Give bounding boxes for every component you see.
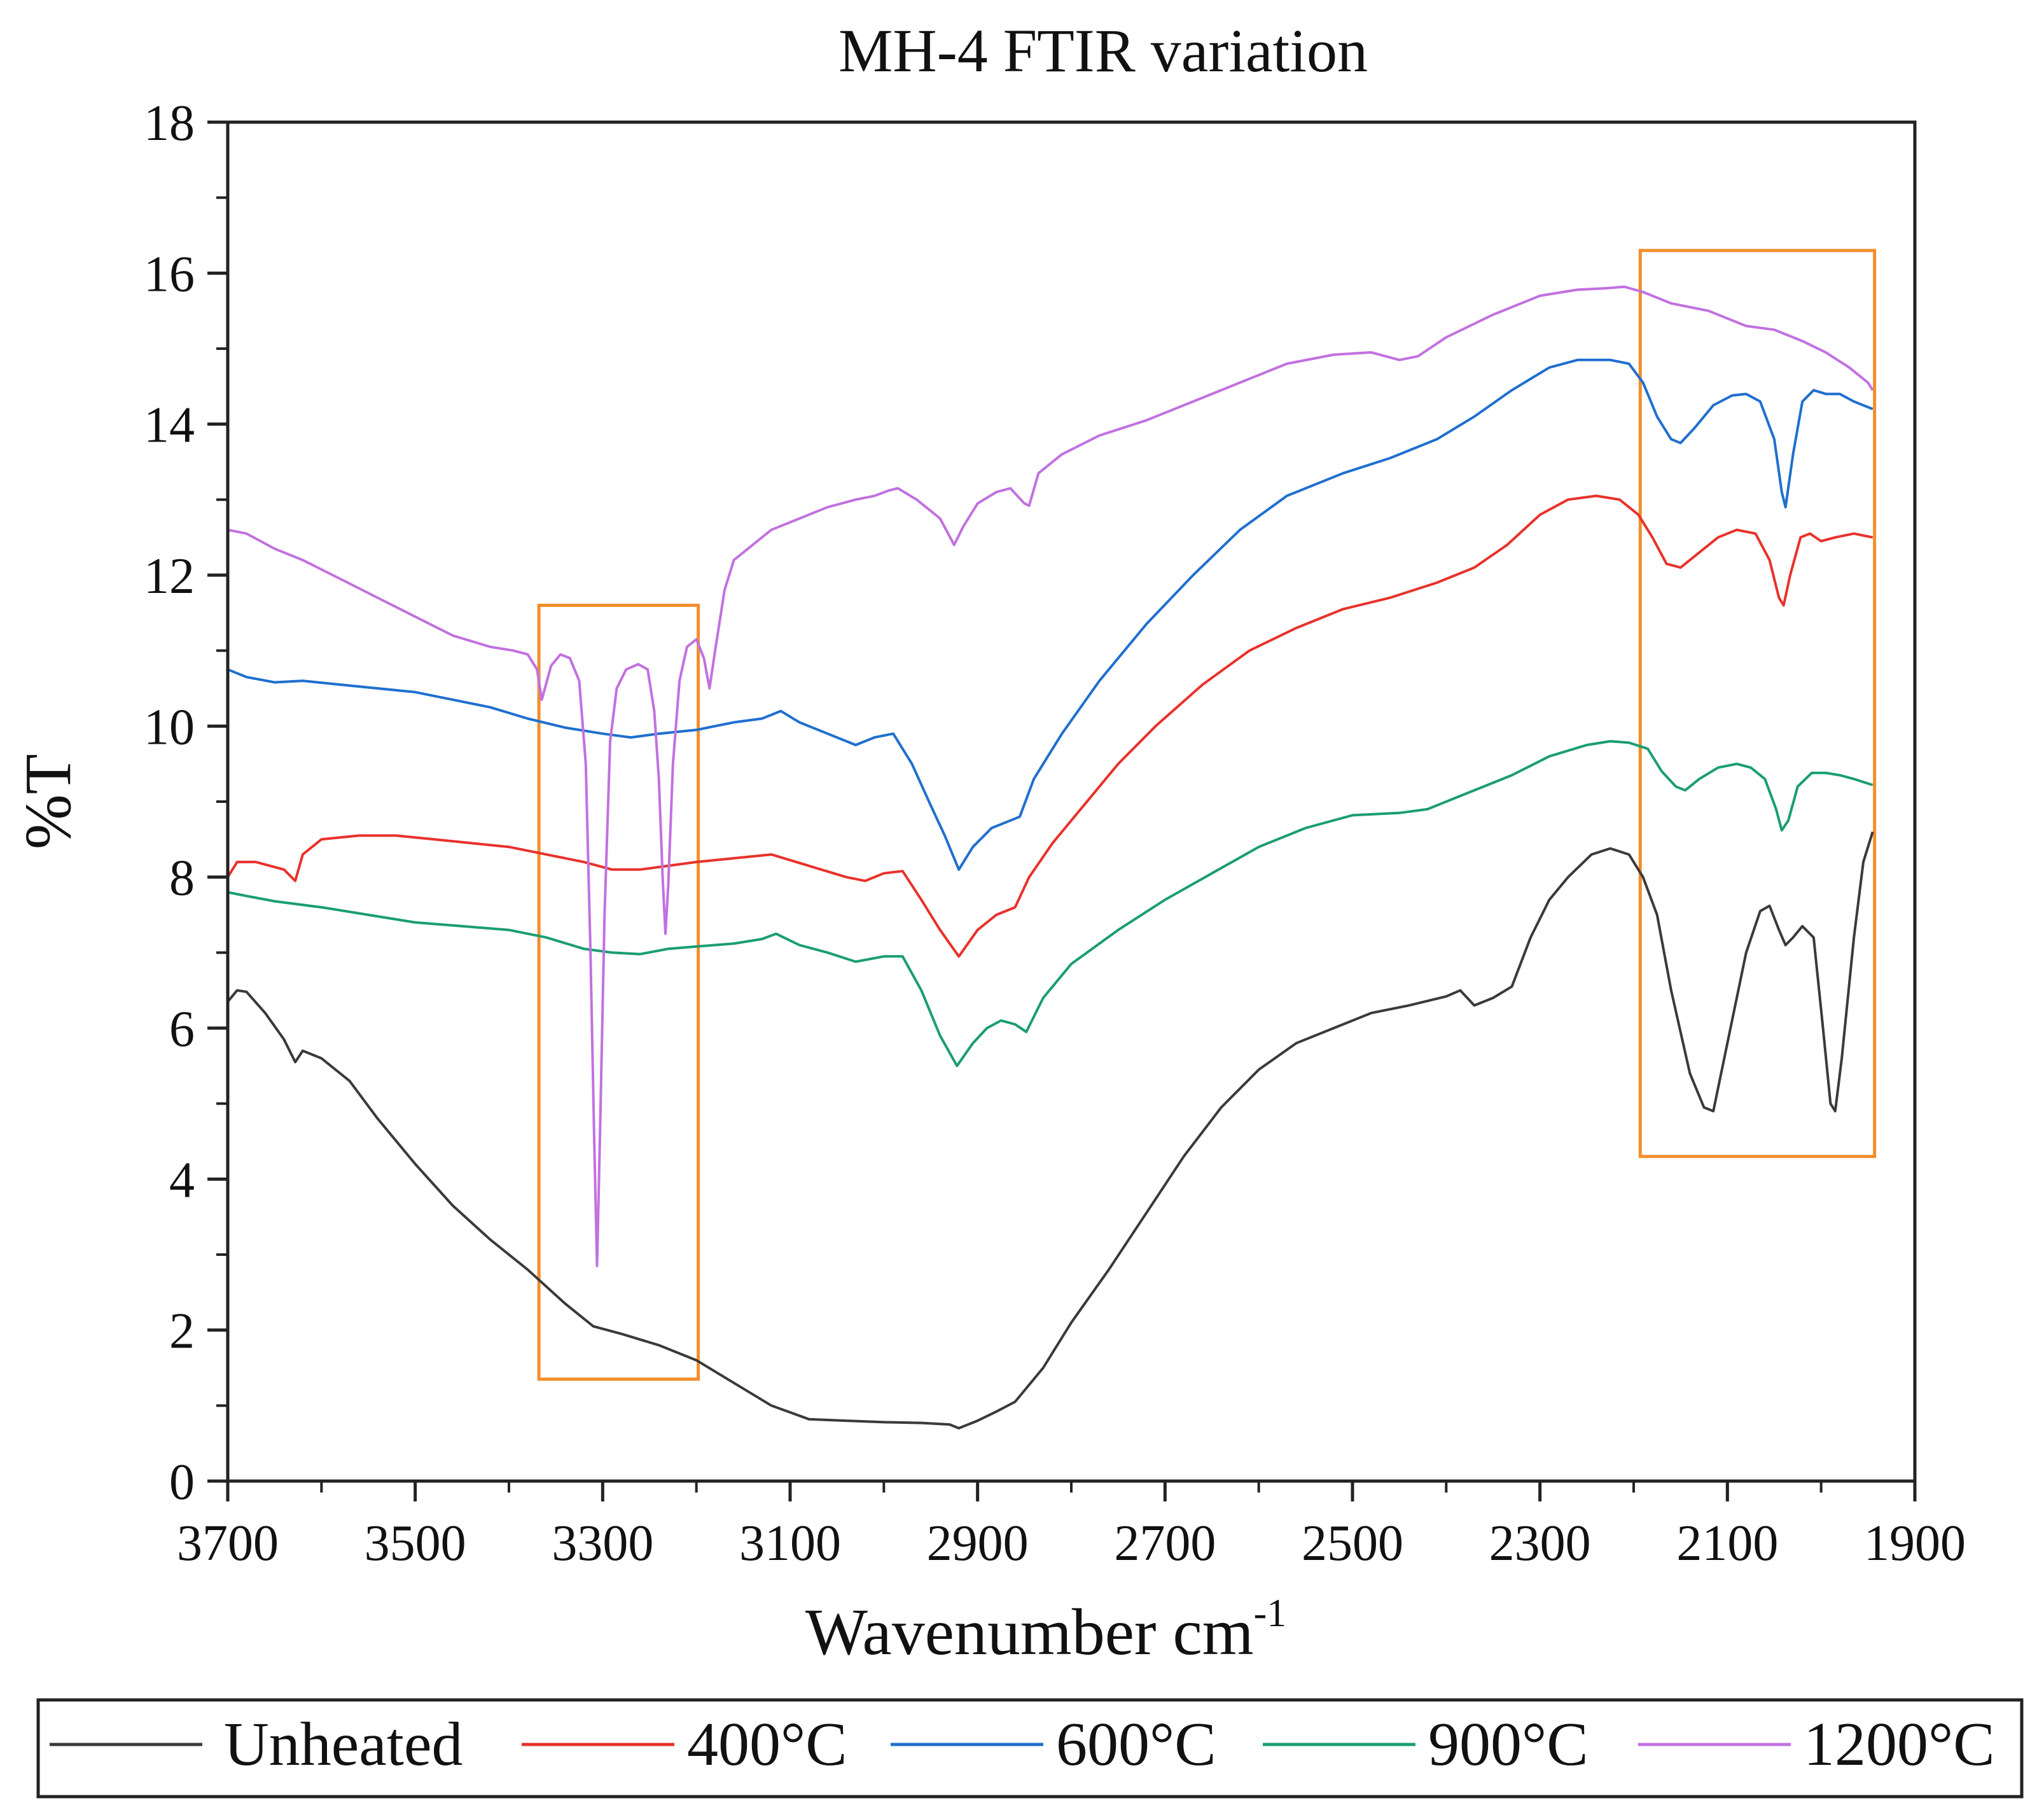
series-line-400c	[226, 494, 1874, 958]
series-line-unheated	[226, 831, 1874, 1430]
series-line-1200c	[227, 285, 1874, 1267]
highlight-box	[1638, 249, 1877, 1159]
axes-frame	[226, 120, 1917, 1483]
series-line-900c	[227, 740, 1874, 1068]
y-tick-label: 10	[144, 699, 195, 755]
plot-series	[226, 285, 1874, 1430]
highlight-boxes	[537, 249, 1877, 1381]
x-tick-label: 2700	[1114, 1515, 1216, 1571]
x-axis-label: Wavenumber cm-1	[805, 1592, 1287, 1669]
y-tick-label: 12	[144, 548, 195, 604]
legend-label-unheated: Unheated	[224, 1710, 463, 1779]
y-tick-label: 0	[169, 1454, 195, 1510]
y-tick-label: 16	[144, 246, 195, 302]
series-line-600c	[227, 358, 1874, 871]
x-tick-label: 2500	[1302, 1515, 1403, 1571]
x-tick-label: 3300	[552, 1515, 653, 1571]
highlight-box	[537, 603, 700, 1381]
legend: Unheated 400°C 600°C 900°C 1200°C	[36, 1698, 2024, 1799]
y-tick-label: 6	[169, 1001, 195, 1057]
x-tick-label: 3500	[365, 1515, 466, 1571]
x-axis-label-text: Wavenumber cm	[805, 1596, 1254, 1669]
x-axis-label-superscript: -1	[1254, 1592, 1287, 1635]
legend-frame	[36, 1698, 2024, 1799]
y-tick-label: 18	[144, 95, 195, 151]
x-tick-label: 3700	[177, 1515, 279, 1571]
legend-label-1200c: 1200°C	[1804, 1710, 1995, 1779]
x-tick-label: 2300	[1489, 1515, 1591, 1571]
y-tick-label: 14	[144, 398, 195, 454]
y-tick-label: 4	[169, 1152, 195, 1208]
plot-frame	[226, 120, 1917, 1483]
y-tick-label: 8	[169, 851, 195, 907]
legend-label-400c: 400°C	[687, 1710, 847, 1779]
x-tick-label: 2900	[927, 1515, 1029, 1571]
y-tick-label: 2	[169, 1304, 195, 1360]
y-axis-label: %T	[11, 754, 85, 849]
legend-label-900c: 900°C	[1428, 1710, 1589, 1779]
x-tick-label: 1900	[1864, 1515, 1966, 1571]
x-tick-label: 3100	[739, 1515, 841, 1571]
axis-ticks: 3700 3500 3300 3100 2900 2700 2500 2300 2100 1900…	[144, 95, 1966, 1571]
x-tick-label: 2100	[1676, 1515, 1778, 1571]
chart-title: MH-4 FTIR variation	[838, 17, 1368, 85]
legend-label-600c: 600°C	[1056, 1710, 1216, 1779]
